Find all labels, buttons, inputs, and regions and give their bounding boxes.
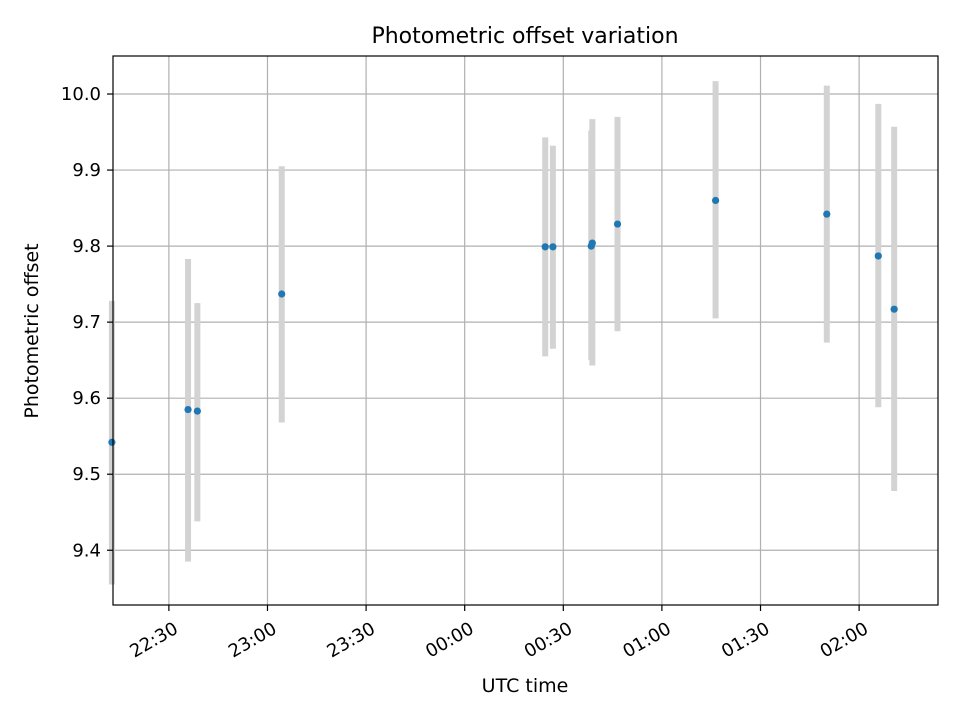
data-point	[613, 220, 622, 228]
data-point	[890, 305, 898, 313]
y-axis-ticks: 9.4 9.5 9.6 9.7 9.8 9.9 10.0	[61, 84, 113, 561]
grid	[113, 56, 938, 605]
data-point	[108, 438, 116, 446]
data-point	[711, 196, 720, 205]
data-point	[278, 290, 286, 298]
data-point	[193, 407, 201, 415]
data-point	[823, 210, 831, 218]
y-tick-label: 10.0	[61, 84, 101, 105]
chart-title: Photometric offset variation	[371, 24, 678, 49]
y-tick-label: 9.8	[72, 236, 101, 257]
x-axis-label: UTC time	[482, 675, 569, 697]
y-tick-label: 9.4	[72, 540, 101, 561]
data-point	[541, 243, 549, 251]
data-point	[184, 405, 192, 414]
data-point	[874, 252, 882, 260]
data-point	[588, 239, 596, 247]
y-axis-label: Photometric offset	[21, 243, 43, 418]
y-tick-label: 9.7	[72, 312, 101, 333]
plot-frame	[112, 55, 939, 606]
data-point	[549, 243, 557, 251]
data-points	[108, 196, 898, 446]
y-tick-label: 9.9	[72, 160, 101, 181]
y-tick-label: 9.5	[72, 464, 101, 485]
y-tick-label: 9.6	[72, 388, 101, 409]
